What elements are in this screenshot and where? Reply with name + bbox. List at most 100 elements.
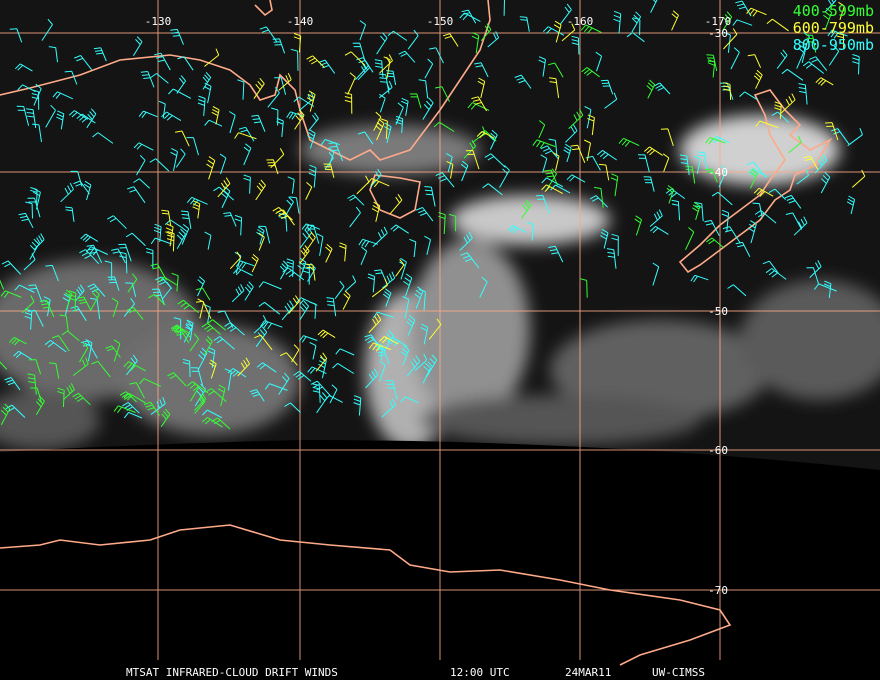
wind-barb (488, 129, 498, 150)
wind-barb (704, 168, 718, 183)
wind-barb (166, 231, 175, 252)
wind-barb (138, 110, 158, 119)
wind-barb (634, 215, 642, 236)
wind-barb (287, 176, 295, 194)
wind-barb (540, 154, 548, 173)
wind-barb (359, 20, 367, 41)
wind-barb (809, 260, 822, 278)
wind-barb (324, 151, 334, 170)
wind-barb (541, 177, 564, 188)
wind-barb (747, 220, 757, 244)
wind-barb (24, 308, 33, 330)
wind-barb (203, 82, 212, 104)
wind-barb (746, 161, 766, 178)
wind-barb (294, 109, 305, 130)
wind-barb (815, 77, 834, 86)
coastlines (0, 0, 833, 666)
wind-barb (383, 330, 394, 352)
footer-time: 12:00 UTC (450, 666, 510, 679)
wind-barb (424, 58, 434, 79)
wind-barb (293, 96, 315, 108)
wind-barb (541, 184, 564, 195)
wind-barb (390, 224, 409, 234)
wind-barb (121, 402, 140, 414)
wind-barb (381, 398, 397, 418)
wind-barb (798, 83, 808, 105)
wind-barb (552, 152, 560, 171)
wind-barb (0, 279, 5, 290)
wind-barb (482, 183, 503, 196)
wind-barb (305, 263, 316, 281)
wind-barb (74, 55, 92, 71)
wind-barb (595, 51, 603, 72)
wind-barb (368, 313, 382, 333)
wind-barb (722, 226, 741, 244)
wind-barb (784, 194, 802, 209)
wind-barb (755, 120, 779, 129)
wind-barb (56, 110, 65, 130)
wind-barb (176, 75, 187, 94)
wind-barb (234, 214, 243, 236)
wind-barb (376, 32, 388, 55)
wind-barb (254, 334, 273, 351)
wind-barb (123, 411, 143, 419)
wind-barb (306, 55, 325, 68)
wind-barb (565, 124, 578, 143)
wind-barb (0, 361, 8, 370)
lat-label: -60 (708, 444, 728, 457)
wind-barb (51, 335, 70, 352)
wind-barb (332, 362, 355, 374)
wind-barb (197, 95, 206, 116)
wind-barb (610, 173, 619, 197)
wind-barb (21, 295, 35, 314)
wind-barb (278, 72, 292, 91)
wind-barb (70, 170, 83, 187)
wind-barb (150, 397, 166, 415)
wind-barb (697, 151, 708, 170)
wind-barb (29, 238, 40, 260)
wind-barb (793, 216, 808, 236)
wind-barb (836, 32, 845, 49)
wind-barb (414, 353, 428, 371)
wind-barb (27, 197, 41, 218)
wind-barb (195, 300, 212, 319)
wind-barb (140, 71, 155, 88)
wind-barb (802, 61, 825, 74)
wind-barb (477, 77, 486, 99)
wind-barb (538, 120, 546, 139)
wind-barb (433, 121, 455, 132)
wind-barb (286, 258, 294, 277)
wind-barb (380, 118, 388, 140)
wind-barb (48, 46, 58, 63)
wind-barb (424, 235, 431, 255)
wind-barb (309, 341, 317, 360)
wind-barb (129, 382, 145, 399)
wind-barb (150, 237, 172, 245)
wind-barb (563, 143, 572, 163)
wind-barb (474, 62, 489, 78)
wind-barb (119, 391, 137, 403)
wind-barb (583, 139, 591, 161)
wind-barb (123, 361, 147, 372)
wind-barb (581, 67, 600, 78)
wind-barb (342, 290, 351, 310)
legend-entry: 800-950mb (793, 36, 874, 54)
wind-barb (538, 56, 546, 77)
wind-barb (662, 153, 670, 172)
wind-barb (299, 226, 313, 249)
wind-barb (766, 18, 789, 32)
wind-barb (618, 137, 640, 147)
wind-barb (652, 262, 660, 286)
wind-barb (318, 59, 336, 74)
wind-barb (650, 0, 658, 13)
wind-barb (276, 117, 284, 137)
wind-barb (375, 118, 385, 141)
wind-barb (422, 362, 431, 384)
wind-barb (59, 314, 69, 332)
wind-barb (446, 152, 453, 173)
wind-barb (264, 383, 288, 391)
wind-barb (828, 45, 840, 66)
wind-barb (316, 233, 324, 256)
wind-barb (353, 395, 362, 416)
wind-barb (750, 168, 758, 189)
